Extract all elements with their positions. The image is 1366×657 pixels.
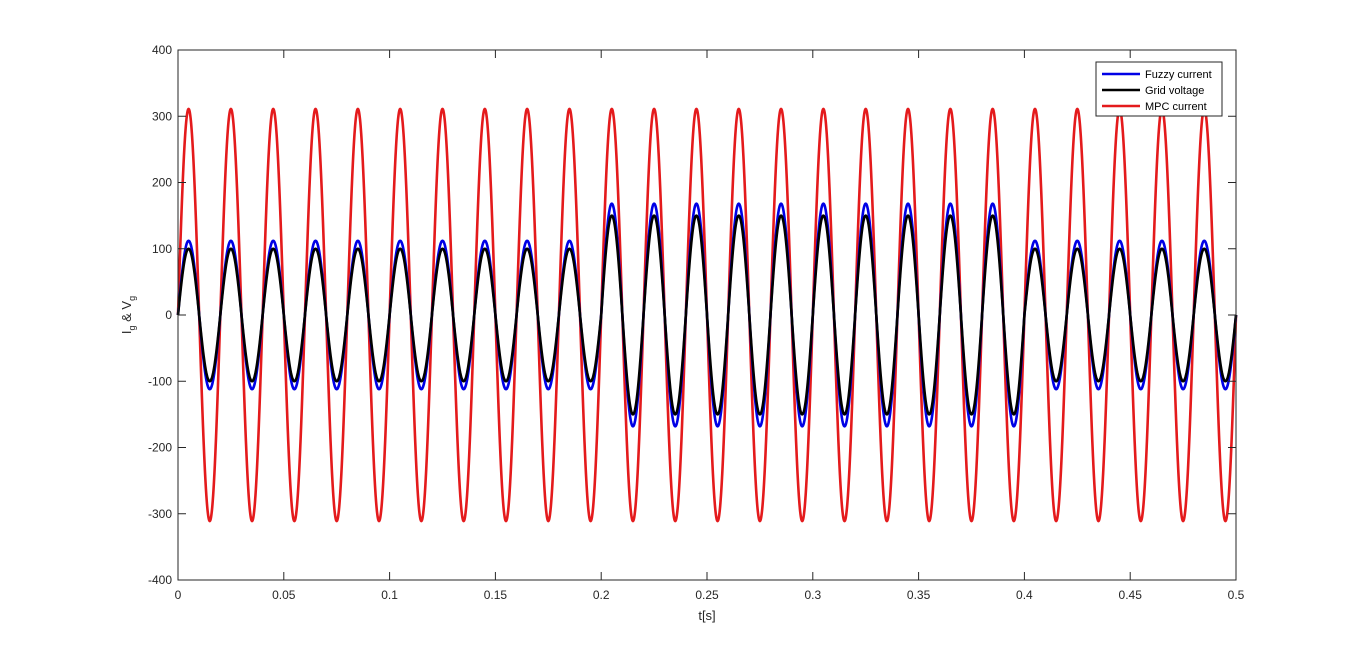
x-tick-label: 0.45 (1119, 588, 1143, 602)
x-tick-label: 0.1 (381, 588, 398, 602)
series-line-grid-voltage (176, 214, 1238, 416)
x-tick-label: 0.3 (804, 588, 821, 602)
legend-label: MPC current (1145, 101, 1207, 113)
y-tick-label: 200 (152, 176, 172, 190)
x-tick-label: 0.05 (272, 588, 296, 602)
y-tick-label: 100 (152, 242, 172, 256)
x-tick-label: 0.5 (1228, 588, 1245, 602)
y-tick-label: 300 (152, 109, 172, 123)
legend-label: Grid voltage (1145, 85, 1204, 97)
y-tick-label: -400 (148, 573, 172, 587)
legend-label: Fuzzy current (1145, 69, 1212, 81)
x-tick-label: 0.15 (484, 588, 508, 602)
x-tick-label: 0.35 (907, 588, 931, 602)
y-axis-ticks: -400 -300 -200 -100 0 100 200 300 400 (148, 43, 1236, 587)
x-tick-label: 0.4 (1016, 588, 1033, 602)
y-tick-label: -300 (148, 507, 172, 521)
x-tick-label: 0.2 (593, 588, 610, 602)
y-tick-label: 0 (165, 308, 172, 322)
y-tick-label: -100 (148, 374, 172, 388)
y-tick-label: 400 (152, 43, 172, 57)
y-axis-label: Ig & Vg (119, 296, 137, 334)
x-tick-label: 0.25 (695, 588, 719, 602)
y-axis-label-i: I (119, 330, 134, 334)
y-axis-label-sub-1: g (127, 325, 137, 330)
x-tick-label: 0 (175, 588, 182, 602)
y-axis-label-sub-2: g (127, 296, 137, 301)
x-axis-label: t[s] (698, 608, 715, 623)
series-layer (176, 107, 1238, 523)
legend-items: Fuzzy current Grid voltage MPC current (1102, 69, 1212, 113)
y-axis-label-v: & V (119, 301, 134, 326)
x-axis-ticks: 0 0.05 0.1 0.15 0.2 0.25 0.3 0.35 0.4 0.45 0.5 (175, 50, 1245, 602)
y-tick-label: -200 (148, 441, 172, 455)
legend: Fuzzy current Grid voltage MPC current (1095, 61, 1223, 117)
